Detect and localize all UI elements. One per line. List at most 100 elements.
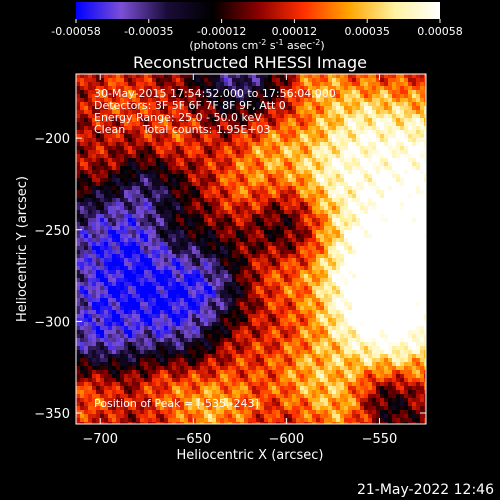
- heatmap-pixel: [256, 114, 261, 119]
- heatmap-pixel: [132, 182, 137, 187]
- heatmap-pixel: [228, 174, 233, 179]
- heatmap-pixel: [324, 94, 329, 99]
- heatmap-pixel: [292, 270, 297, 275]
- heatmap-pixel: [176, 186, 181, 191]
- heatmap-pixel: [324, 174, 329, 179]
- heatmap-pixel: [104, 174, 109, 179]
- heatmap-pixel: [124, 122, 129, 127]
- heatmap-pixel: [200, 266, 205, 271]
- heatmap-pixel: [252, 290, 257, 295]
- heatmap-pixel: [164, 298, 169, 303]
- heatmap-pixel: [136, 202, 141, 207]
- heatmap-pixel: [100, 114, 105, 119]
- heatmap-pixel: [152, 206, 157, 211]
- heatmap-pixel: [416, 130, 421, 135]
- heatmap-pixel: [212, 98, 217, 103]
- heatmap-pixel: [228, 226, 233, 231]
- heatmap-pixel: [192, 262, 197, 267]
- heatmap-pixel: [228, 82, 233, 87]
- heatmap-pixel: [376, 202, 381, 207]
- heatmap-pixel: [380, 282, 385, 287]
- heatmap-pixel: [388, 82, 393, 87]
- heatmap-pixel: [108, 194, 113, 199]
- heatmap-pixel: [408, 198, 413, 203]
- heatmap-pixel: [248, 214, 253, 219]
- heatmap-pixel: [204, 178, 209, 183]
- heatmap-pixel: [200, 150, 205, 155]
- heatmap-pixel: [236, 146, 241, 151]
- heatmap-pixel: [396, 114, 401, 119]
- heatmap-pixel: [148, 74, 153, 79]
- heatmap-pixel: [380, 218, 385, 223]
- heatmap-pixel: [80, 206, 85, 211]
- heatmap-pixel: [384, 106, 389, 111]
- heatmap-pixel: [372, 226, 377, 231]
- heatmap-pixel: [204, 170, 209, 175]
- heatmap-pixel: [164, 150, 169, 155]
- heatmap-pixel: [144, 102, 149, 107]
- heatmap-pixel: [124, 258, 129, 263]
- heatmap-pixel: [128, 214, 133, 219]
- heatmap-pixel: [160, 170, 165, 175]
- heatmap-pixel: [100, 278, 105, 283]
- heatmap-pixel: [188, 238, 193, 243]
- heatmap-pixel: [296, 198, 301, 203]
- heatmap-pixel: [132, 162, 137, 167]
- heatmap-pixel: [328, 158, 333, 163]
- heatmap-pixel: [244, 130, 249, 135]
- heatmap-pixel: [148, 254, 153, 259]
- heatmap-pixel: [320, 234, 325, 239]
- heatmap-pixel: [240, 226, 245, 231]
- heatmap-pixel: [416, 258, 421, 263]
- heatmap-pixel: [228, 118, 233, 123]
- heatmap-pixel: [116, 238, 121, 243]
- heatmap-pixel: [400, 206, 405, 211]
- heatmap-pixel: [388, 142, 393, 147]
- heatmap-pixel: [224, 186, 229, 191]
- heatmap-pixel: [320, 106, 325, 111]
- heatmap-pixel: [360, 74, 365, 79]
- heatmap-pixel: [368, 170, 373, 175]
- heatmap-pixel: [424, 222, 426, 227]
- heatmap-pixel: [124, 266, 129, 271]
- heatmap-pixel: [332, 202, 337, 207]
- heatmap-pixel: [136, 94, 141, 99]
- heatmap-pixel: [356, 186, 361, 191]
- heatmap-pixel: [424, 114, 426, 119]
- heatmap-pixel: [188, 150, 193, 155]
- heatmap-pixel: [348, 90, 353, 95]
- heatmap-pixel: [400, 146, 405, 151]
- heatmap-pixel: [148, 90, 153, 95]
- heatmap-pixel: [160, 150, 165, 155]
- heatmap-pixel: [400, 166, 405, 171]
- heatmap-pixel: [332, 114, 337, 119]
- heatmap-pixel: [148, 266, 153, 271]
- heatmap-pixel: [404, 138, 409, 143]
- heatmap-pixel: [84, 294, 89, 299]
- heatmap-pixel: [352, 118, 357, 123]
- heatmap-pixel: [132, 146, 137, 151]
- heatmap-pixel: [424, 166, 426, 171]
- heatmap-pixel: [272, 178, 277, 183]
- heatmap-pixel: [212, 78, 217, 83]
- heatmap-pixel: [320, 114, 325, 119]
- heatmap-pixel: [220, 158, 225, 163]
- heatmap-pixel: [76, 146, 81, 151]
- heatmap-pixel: [408, 230, 413, 235]
- heatmap-pixel: [400, 94, 405, 99]
- heatmap-pixel: [420, 138, 425, 143]
- heatmap-pixel: [256, 170, 261, 175]
- heatmap-pixel: [400, 286, 405, 291]
- heatmap-pixel: [324, 102, 329, 107]
- heatmap-pixel: [340, 202, 345, 207]
- heatmap-pixel: [92, 74, 97, 79]
- heatmap-pixel: [348, 82, 353, 87]
- heatmap-pixel: [364, 110, 369, 115]
- heatmap-pixel: [412, 290, 417, 295]
- heatmap-pixel: [332, 270, 337, 275]
- heatmap-pixel: [148, 230, 153, 235]
- heatmap-pixel: [372, 234, 377, 239]
- heatmap-pixel: [196, 266, 201, 271]
- heatmap-pixel: [340, 94, 345, 99]
- heatmap-pixel: [408, 242, 413, 247]
